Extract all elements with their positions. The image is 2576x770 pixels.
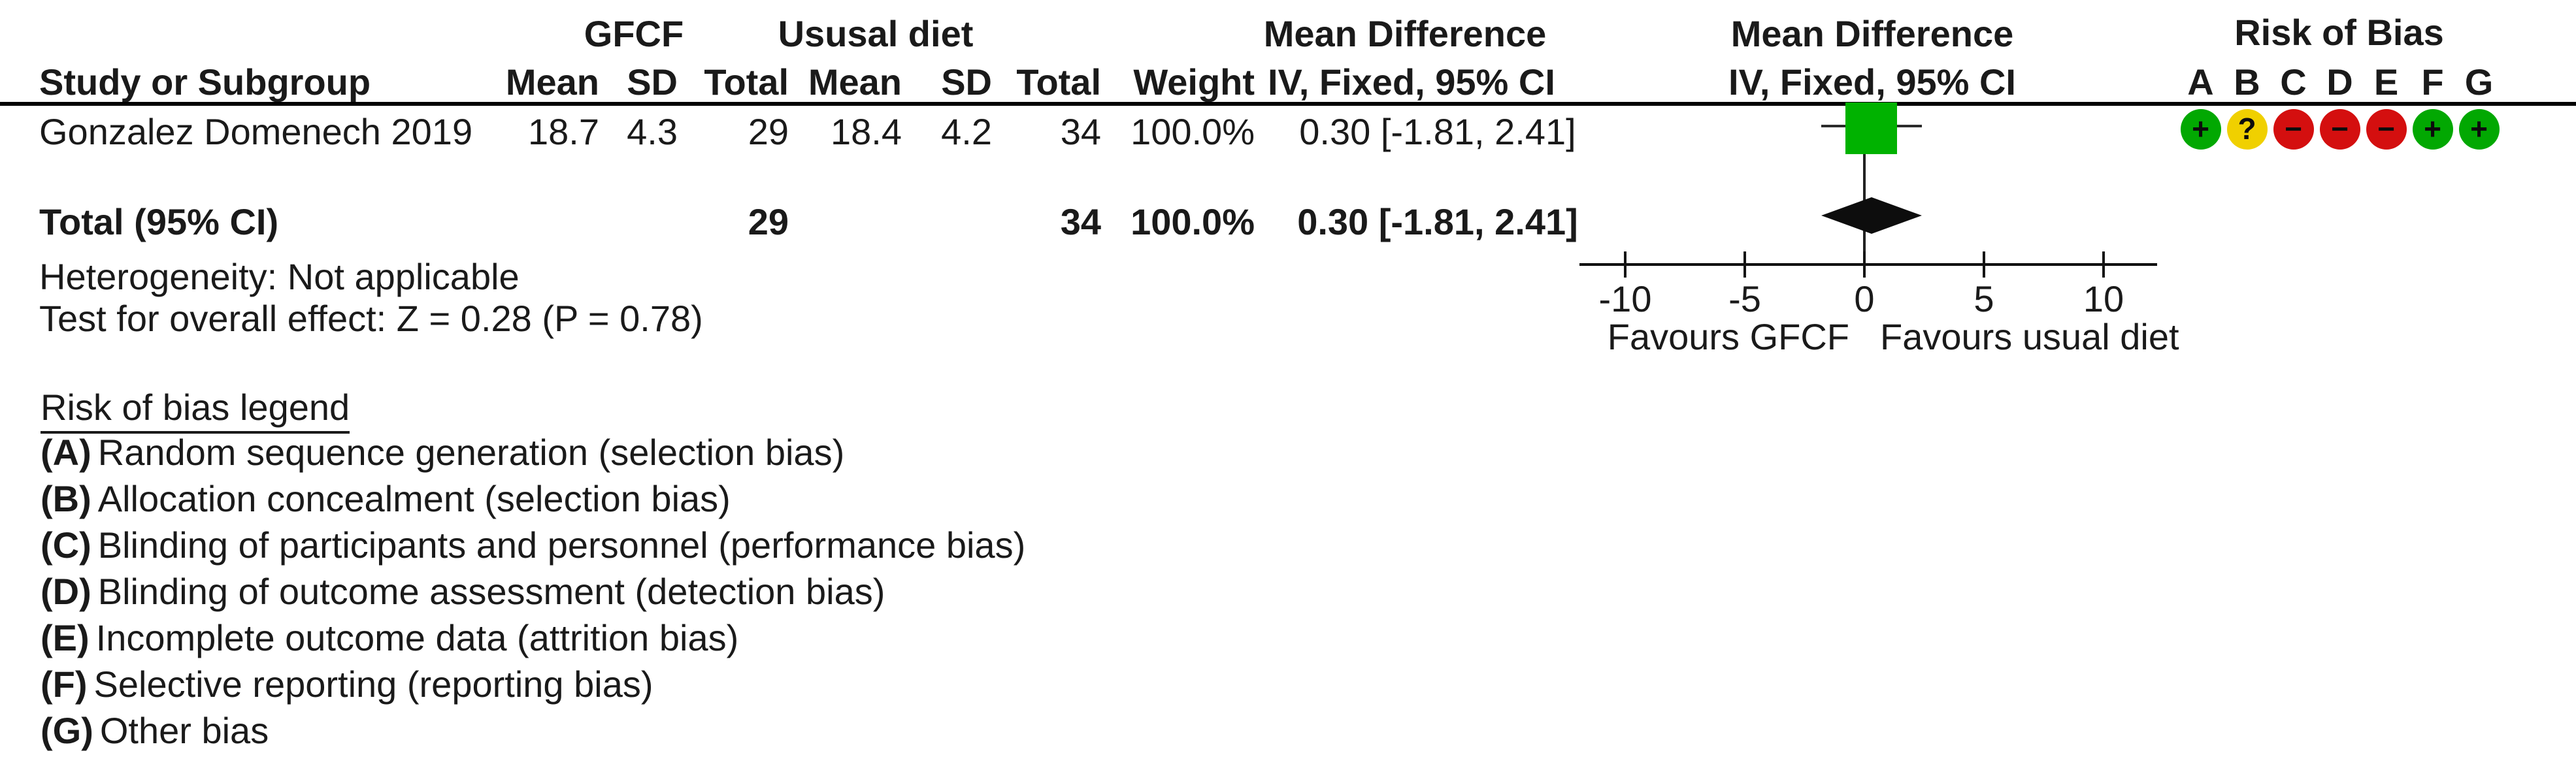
rob-legend-key-b: (B) xyxy=(41,478,91,519)
rob-legend-text-g: Other bias xyxy=(99,710,269,751)
heterogeneity-note: Heterogeneity: Not applicable xyxy=(39,256,520,297)
plot-header-title: Mean Difference xyxy=(1730,13,2014,54)
zero-line xyxy=(1863,106,1866,265)
rob-legend-item-f: (F) Selective reporting (reporting bias) xyxy=(41,666,653,703)
group1-header: GFCF xyxy=(497,16,771,52)
study-name: Gonzalez Domenech 2019 xyxy=(39,111,473,152)
group2-header-label: Ususal diet xyxy=(778,13,974,54)
rob-legend-key-d: (D) xyxy=(41,571,91,612)
study-weight: 100.0% xyxy=(1131,111,1255,152)
rob-legend-key-c: (C) xyxy=(41,524,91,566)
axis-tick-5 xyxy=(1983,251,1985,278)
group1-header-label: GFCF xyxy=(584,13,684,54)
rob-circle-g-low-risk-icon: + xyxy=(2458,109,2500,150)
column-header-total1: Total xyxy=(704,61,789,103)
rob-legend-item-e: (E) Incomplete outcome data (attrition bi… xyxy=(41,620,738,656)
overall-effect-note: Test for overall effect: Z = 0.28 (P = 0… xyxy=(39,298,703,339)
column-header-sd2: SD xyxy=(941,61,992,103)
axis-tick-10 xyxy=(2102,251,2105,278)
study-sd1: 4.3 xyxy=(627,111,678,152)
study-total1: 29 xyxy=(748,111,789,152)
minus-icon: − xyxy=(2285,112,2302,146)
rob-legend-item-a: (A) Random sequence generation (selection… xyxy=(41,434,844,471)
rob-circle-b-unclear-risk-icon: ? xyxy=(2226,109,2268,150)
column-header-mean1: Mean xyxy=(505,61,599,103)
rob-legend-text-d: Blinding of outcome assessment (detectio… xyxy=(97,571,885,612)
axis-tick-0 xyxy=(1863,251,1866,278)
rob-letter-row: A B C D E F G xyxy=(2177,64,2502,101)
column-header-study: Study or Subgroup xyxy=(39,61,371,103)
axis-label-neg10: -10 xyxy=(1598,278,1652,319)
axis-label-5: 5 xyxy=(1973,278,1994,319)
rob-letter-f: F xyxy=(2421,61,2444,103)
rob-letter-g: G xyxy=(2464,61,2494,103)
column-header-total2: Total xyxy=(1016,61,1101,103)
total-n2: 34 xyxy=(1060,201,1101,242)
rob-letter-e: E xyxy=(2373,61,2399,103)
rob-letter-c: C xyxy=(2280,61,2307,103)
rob-legend-text-a: Random sequence generation (selection bi… xyxy=(97,432,845,473)
rob-legend-text-e: Incomplete outcome data (attrition bias) xyxy=(95,617,739,658)
group2-header: Ususal diet xyxy=(738,16,1013,52)
axis-tick-neg5 xyxy=(1743,251,1746,278)
plus-icon: + xyxy=(2192,112,2209,146)
minus-icon: − xyxy=(2331,112,2349,146)
total-label: Total (95% CI) xyxy=(39,201,279,242)
rob-legend-title: Risk of bias legend xyxy=(41,389,350,434)
total-diamond xyxy=(1821,197,1922,234)
study-mean2: 18.4 xyxy=(831,111,902,152)
minus-icon: − xyxy=(2377,112,2395,146)
rob-legend-key-e: (E) xyxy=(41,617,90,658)
rob-legend-item-b: (B) Allocation concealment (selection bia… xyxy=(41,481,731,517)
axis-label-10: 10 xyxy=(2083,278,2124,319)
axis-tick-neg10 xyxy=(1624,251,1627,278)
study-total2: 34 xyxy=(1060,111,1101,152)
rob-circle-a-low-risk-icon: + xyxy=(2180,109,2221,150)
favours-right-label: Favours usual diet xyxy=(1880,316,2179,357)
column-header-mean2: Mean xyxy=(808,61,902,103)
rob-legend-item-d: (D) Blinding of outcome assessment (detec… xyxy=(41,573,885,610)
total-weight: 100.0% xyxy=(1131,201,1255,242)
rob-letter-a: A xyxy=(2187,61,2214,103)
total-effect-estimate: 0.30 [-1.81, 2.41] xyxy=(1297,201,1578,242)
header-divider-rule xyxy=(0,102,2576,106)
rob-legend-text-f: Selective reporting (reporting bias) xyxy=(93,664,653,705)
risk-of-bias-header: Risk of Bias xyxy=(2234,12,2444,53)
rob-circle-d-high-risk-icon: − xyxy=(2319,109,2360,150)
effect-header-title: Mean Difference xyxy=(1263,13,1547,54)
rob-legend-item-g: (G) Other bias xyxy=(41,713,269,749)
axis-label-0: 0 xyxy=(1854,278,1875,319)
rob-legend-text-b: Allocation concealment (selection bias) xyxy=(97,478,731,519)
axis-label-neg5: -5 xyxy=(1728,278,1761,319)
plus-icon: + xyxy=(2470,112,2488,146)
plot-header-subtitle: IV, Fixed, 95% CI xyxy=(1728,61,2016,103)
total-n1: 29 xyxy=(748,201,789,242)
plus-icon: + xyxy=(2424,112,2441,146)
rob-circle-c-high-risk-icon: − xyxy=(2273,109,2314,150)
rob-circle-e-high-risk-icon: − xyxy=(2366,109,2407,150)
rob-legend-item-c: (C) Blinding of participants and personne… xyxy=(41,527,1025,564)
rob-circle-f-low-risk-icon: + xyxy=(2412,109,2453,150)
study-sd2: 4.2 xyxy=(941,111,992,152)
rob-circle-row: + ? − − − + + xyxy=(2177,109,2502,150)
rob-legend-key-f: (F) xyxy=(41,664,88,705)
rob-legend-key-a: (A) xyxy=(41,432,91,473)
rob-legend-text-c: Blinding of participants and personnel (… xyxy=(97,524,1026,566)
column-header-sd1: SD xyxy=(627,61,678,103)
rob-letter-d: D xyxy=(2326,61,2353,103)
study-mean1: 18.7 xyxy=(528,111,599,152)
question-icon: ? xyxy=(2237,112,2256,146)
effect-header-subtitle: IV, Fixed, 95% CI xyxy=(1268,61,1555,103)
rob-letter-b: B xyxy=(2234,61,2260,103)
x-axis-line xyxy=(1579,263,2157,266)
study-effect-estimate: 0.30 [-1.81, 2.41] xyxy=(1299,111,1576,152)
column-header-weight: Weight xyxy=(1133,61,1255,103)
rob-legend-key-g: (G) xyxy=(41,710,93,751)
study-point-square xyxy=(1845,103,1897,154)
favours-left-label: Favours GFCF xyxy=(1607,316,1849,357)
